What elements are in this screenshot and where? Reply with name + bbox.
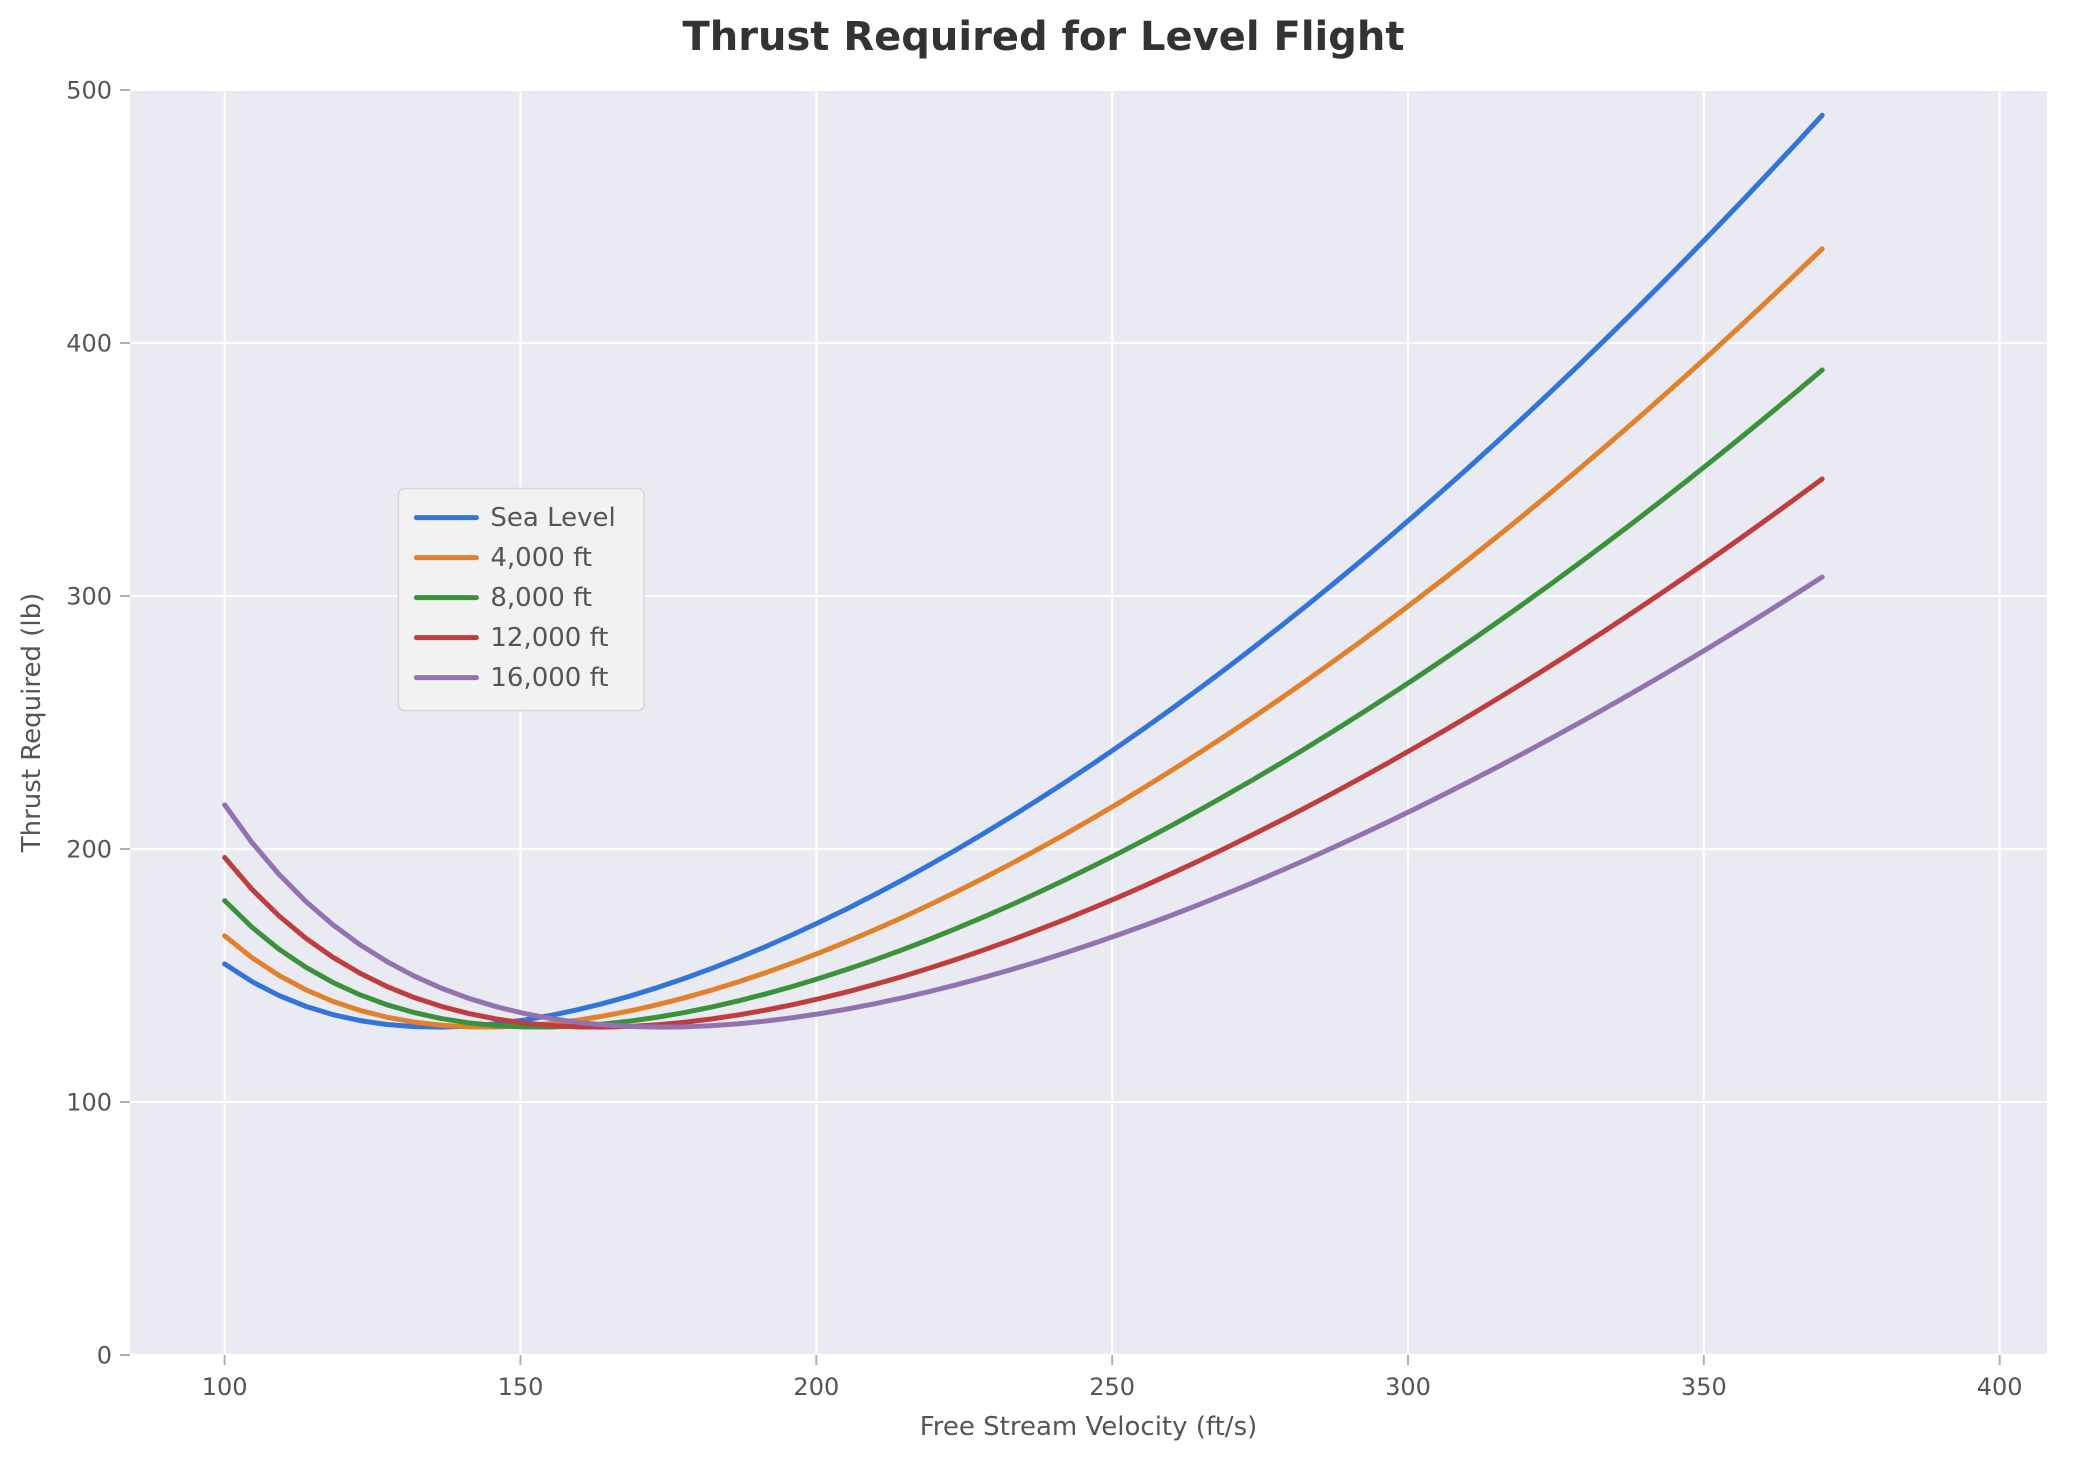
xtick-label: 400: [1977, 1373, 2023, 1401]
ytick-label: 400: [66, 329, 112, 357]
xtick-label: 350: [1681, 1373, 1727, 1401]
x-axis-label: Free Stream Velocity (ft/s): [920, 1412, 1258, 1442]
xtick-label: 150: [498, 1373, 544, 1401]
legend-label: 16,000 ft: [490, 663, 608, 693]
xtick-label: 300: [1385, 1373, 1431, 1401]
ytick-label: 300: [66, 582, 112, 610]
legend-label: 4,000 ft: [490, 543, 592, 573]
chart-title: Thrust Required for Level Flight: [683, 14, 1405, 60]
ytick-label: 100: [66, 1088, 112, 1116]
ytick-label: 500: [66, 76, 112, 104]
legend-label: 12,000 ft: [490, 623, 608, 653]
xtick-label: 250: [1089, 1373, 1135, 1401]
plot-background: [130, 90, 2047, 1355]
ytick-label: 0: [97, 1341, 112, 1369]
legend-label: Sea Level: [490, 503, 615, 533]
xtick-label: 200: [793, 1373, 839, 1401]
xtick-label: 100: [202, 1373, 248, 1401]
legend-label: 8,000 ft: [490, 583, 592, 613]
ytick-label: 200: [66, 835, 112, 863]
legend: Sea Level 4,000 ft 8,000 ft 12,000 ft 16,000…: [398, 488, 644, 710]
chart-container: 100 150 200 250 300 350 400 0 100 200 300 400 500 Thr…: [0, 0, 2087, 1465]
thrust-chart-svg: 100 150 200 250 300 350 400 0 100 200 300 400 500 Thr…: [0, 0, 2087, 1465]
y-axis-label: Thrust Required (lb): [17, 593, 47, 854]
